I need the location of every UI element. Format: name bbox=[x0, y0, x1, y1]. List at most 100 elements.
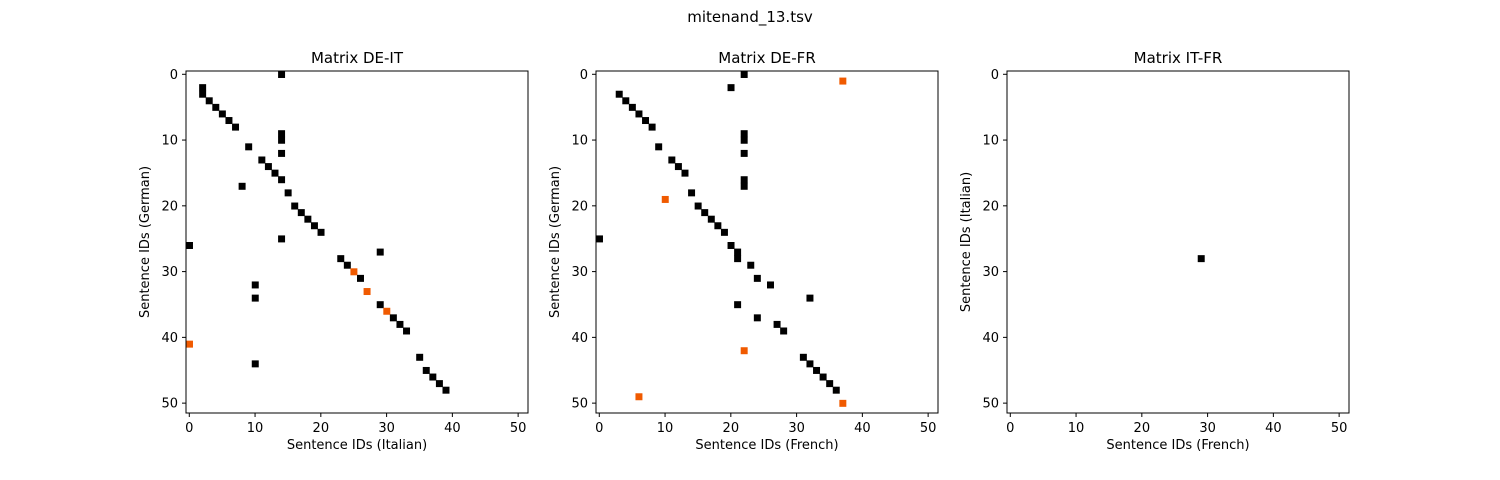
cell-22-12 bbox=[740, 149, 748, 157]
cell-14-16 bbox=[278, 176, 286, 184]
panel-title: Matrix IT-FR bbox=[1134, 49, 1223, 67]
cell-3-4 bbox=[205, 97, 213, 105]
y-tick-label: 20 bbox=[571, 199, 588, 214]
cell-15-20 bbox=[694, 202, 702, 210]
cell-6-7 bbox=[225, 117, 233, 125]
x-axis: 0 10 20 30 40 50 bbox=[185, 413, 526, 436]
y-tick-label: 10 bbox=[161, 134, 178, 149]
cell-15-18 bbox=[284, 189, 292, 197]
cells bbox=[186, 71, 450, 394]
x-tick-label: 50 bbox=[510, 421, 527, 436]
cell-0-41 bbox=[186, 340, 193, 348]
cell-18-22 bbox=[304, 215, 312, 223]
y-tick-label: 40 bbox=[982, 331, 999, 346]
x-tick-label: 40 bbox=[444, 421, 461, 436]
cell-29-27 bbox=[376, 248, 384, 256]
cell-13-15 bbox=[681, 169, 689, 177]
cell-20-24 bbox=[317, 228, 325, 236]
cell-19-23 bbox=[310, 222, 318, 230]
cell-37-1 bbox=[839, 77, 847, 85]
x-axis: 0 10 20 30 40 50 bbox=[595, 413, 936, 436]
cell-22-10 bbox=[740, 136, 748, 144]
cell-22-17 bbox=[740, 182, 748, 190]
x-axis-label: Sentence IDs (Italian) bbox=[287, 438, 427, 453]
cell-35-43 bbox=[416, 353, 424, 361]
y-axis-label: Sentence IDs (Italian) bbox=[959, 172, 974, 312]
cell-14-0 bbox=[278, 71, 286, 78]
x-tick-label: 30 bbox=[788, 421, 805, 436]
cell-24-31 bbox=[753, 274, 761, 282]
cell-6-6 bbox=[635, 110, 643, 118]
cell-14-10 bbox=[278, 136, 286, 144]
x-tick-label: 10 bbox=[247, 421, 264, 436]
y-tick-label: 0 bbox=[170, 68, 178, 83]
cell-35-47 bbox=[826, 380, 834, 388]
panel-title: Matrix DE-IT bbox=[311, 49, 404, 67]
cell-37-50 bbox=[839, 399, 847, 407]
y-tick-label: 10 bbox=[982, 134, 999, 149]
x-tick-label: 40 bbox=[1265, 421, 1282, 436]
cell-39-48 bbox=[442, 386, 450, 394]
x-tick-label: 20 bbox=[723, 421, 740, 436]
panel-3: 0 10 20 30 40 50 0 10 20 30 40 50 Matrix IT-FR Senten… bbox=[959, 49, 1350, 453]
cell-36-45 bbox=[422, 366, 430, 374]
panel-2: 0 10 20 30 40 50 0 10 20 30 40 50 Matrix DE-FR Senten… bbox=[548, 49, 939, 453]
y-tick-label: 30 bbox=[982, 265, 999, 280]
cell-16-21 bbox=[701, 209, 709, 217]
cell-9-11 bbox=[245, 143, 253, 151]
cell-5-6 bbox=[218, 110, 226, 118]
x-tick-label: 0 bbox=[595, 421, 603, 436]
cell-22-42 bbox=[740, 347, 748, 355]
y-axis: 0 10 20 30 40 50 bbox=[571, 68, 596, 412]
x-tick-label: 20 bbox=[313, 421, 330, 436]
y-axis-label: Sentence IDs (German) bbox=[138, 166, 153, 318]
cell-27-33 bbox=[363, 288, 371, 296]
cell-3-3 bbox=[615, 90, 623, 98]
x-tick-label: 0 bbox=[185, 421, 193, 436]
y-tick-label: 40 bbox=[161, 331, 178, 346]
x-tick-label: 20 bbox=[1134, 421, 1151, 436]
cell-21-28 bbox=[734, 255, 742, 263]
y-tick-label: 50 bbox=[982, 397, 999, 412]
cell-17-22 bbox=[707, 215, 715, 223]
y-tick-label: 50 bbox=[161, 397, 178, 412]
cell-12-14 bbox=[264, 163, 272, 171]
cell-11-13 bbox=[258, 156, 266, 164]
cell-29-28 bbox=[1197, 255, 1205, 263]
x-tick-label: 10 bbox=[657, 421, 674, 436]
x-tick-label: 0 bbox=[1006, 421, 1014, 436]
cell-34-46 bbox=[819, 373, 827, 381]
cell-38-47 bbox=[435, 380, 443, 388]
cell-32-38 bbox=[396, 320, 404, 328]
cell-10-34 bbox=[251, 294, 259, 302]
y-tick-label: 0 bbox=[580, 68, 588, 83]
axes-frame bbox=[595, 70, 939, 414]
y-tick-label: 40 bbox=[571, 331, 588, 346]
x-axis-label: Sentence IDs (French) bbox=[695, 438, 838, 453]
cell-20-26 bbox=[727, 242, 735, 249]
cell-22-0 bbox=[740, 71, 748, 78]
cell-20-2 bbox=[727, 84, 735, 92]
cell-8-17 bbox=[238, 182, 246, 190]
cell-23-28 bbox=[337, 255, 345, 263]
y-tick-label: 30 bbox=[571, 265, 588, 280]
cell-6-49 bbox=[635, 393, 643, 401]
cell-36-48 bbox=[832, 386, 840, 394]
cell-14-25 bbox=[278, 235, 286, 243]
cell-16-20 bbox=[291, 202, 299, 210]
cell-13-15 bbox=[271, 169, 279, 177]
cell-17-21 bbox=[297, 209, 305, 217]
cell-12-14 bbox=[674, 163, 682, 171]
cell-24-29 bbox=[343, 261, 351, 269]
x-tick-label: 30 bbox=[1199, 421, 1216, 436]
x-tick-label: 50 bbox=[1331, 421, 1348, 436]
cell-27-38 bbox=[773, 320, 781, 328]
y-tick-label: 0 bbox=[991, 68, 999, 83]
y-tick-label: 50 bbox=[571, 397, 588, 412]
cell-10-19 bbox=[661, 195, 669, 203]
panel-1: 0 10 20 30 40 50 0 10 20 30 40 50 Matrix DE-IT Senten… bbox=[138, 49, 529, 453]
x-tick-label: 40 bbox=[854, 421, 871, 436]
cell-19-24 bbox=[720, 228, 728, 236]
cell-30-36 bbox=[383, 307, 391, 315]
